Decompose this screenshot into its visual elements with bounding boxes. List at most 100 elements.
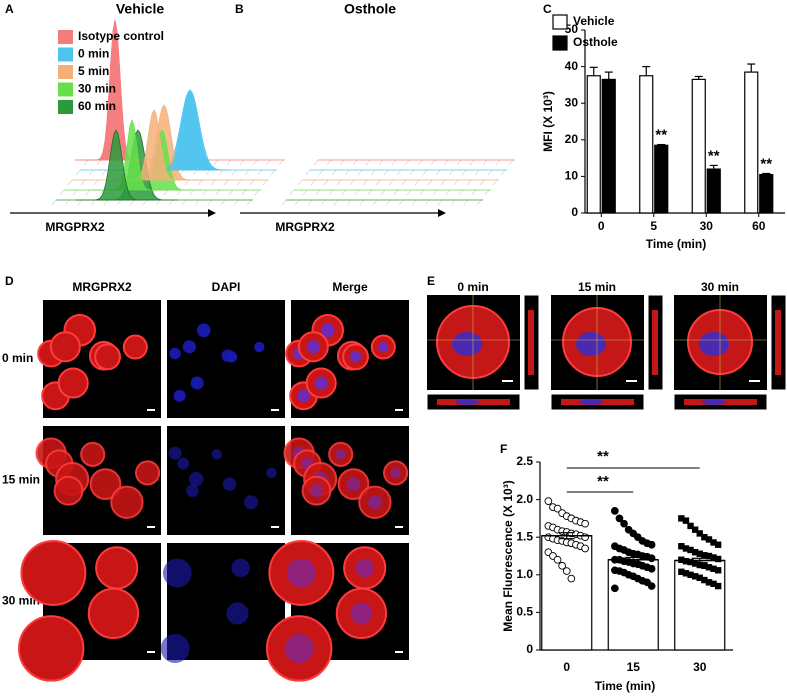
- baseline-tick: [155, 199, 161, 206]
- data-point: [696, 550, 703, 557]
- data-point: [647, 540, 656, 549]
- cell: [110, 485, 144, 519]
- column-header: 30 min: [701, 280, 739, 294]
- bar: [601, 78, 616, 214]
- histogram-peak: [75, 19, 155, 161]
- baseline-tick: [466, 179, 472, 186]
- row-label: 0 min: [2, 351, 33, 365]
- baseline-tick: [67, 179, 73, 186]
- bottom-nucleus: [702, 399, 726, 405]
- baseline-tick: [430, 159, 436, 166]
- baseline-tick: [72, 189, 78, 196]
- panel-letter: C: [543, 2, 552, 16]
- row-label: 15 min: [2, 473, 40, 487]
- baseline-tick: [249, 179, 255, 186]
- data-point: [567, 574, 576, 583]
- nucleus: [286, 558, 316, 588]
- data-point: [691, 560, 699, 567]
- baseline-tick: [385, 199, 391, 206]
- baseline-tick: [236, 179, 242, 186]
- significance: **: [597, 473, 609, 490]
- data-point: [581, 544, 590, 553]
- column-header: Merge: [332, 280, 368, 294]
- baseline-tick: [90, 199, 96, 206]
- baseline-tick: [469, 159, 475, 166]
- baseline-tick: [471, 189, 477, 196]
- histogram-peak: [76, 129, 156, 201]
- baseline-tick: [184, 179, 190, 186]
- baseline-tick: [357, 169, 363, 176]
- y-tick-label: 10: [565, 169, 579, 183]
- data-point: [678, 515, 685, 522]
- bar: [744, 71, 759, 214]
- y-tick-label: 0: [526, 642, 533, 656]
- baseline-tick: [278, 159, 284, 166]
- data-point: [647, 554, 656, 563]
- axis-arrow: [438, 209, 446, 217]
- legend-label: 60 min: [78, 99, 116, 113]
- panel-title: Osthole: [344, 1, 396, 17]
- data-point: [687, 546, 694, 554]
- baseline-tick: [411, 199, 417, 206]
- data-point: [553, 555, 562, 564]
- legend-swatch: [58, 100, 73, 114]
- cell: [95, 546, 139, 590]
- panel-title: Vehicle: [116, 1, 164, 17]
- data-point: [710, 539, 717, 546]
- data-point: [687, 558, 694, 566]
- baseline-tick: [450, 199, 456, 206]
- bar: [706, 168, 721, 214]
- data-point: [553, 504, 562, 513]
- x-axis-label: MRGPRX2: [275, 220, 335, 234]
- baseline-tick: [270, 169, 276, 176]
- nucleus: [182, 340, 196, 354]
- x-tick-label: 15: [627, 660, 641, 674]
- baseline-tick: [96, 159, 102, 166]
- data-point: [682, 517, 690, 524]
- data-point: [678, 556, 685, 563]
- panel-letter: D: [5, 274, 14, 288]
- nucleus: [188, 471, 204, 487]
- y-tick-label: 2.5: [516, 454, 533, 468]
- baseline-tick: [315, 189, 321, 196]
- baseline-tick: [246, 199, 252, 206]
- legend-label: Osthole: [573, 35, 618, 49]
- data-point: [714, 567, 722, 574]
- data-point: [714, 541, 722, 548]
- baseline-tick: [370, 169, 376, 176]
- data-point: [647, 582, 656, 590]
- nucleus: [335, 449, 346, 460]
- baseline-tick: [456, 159, 462, 166]
- nucleus: [576, 332, 606, 356]
- nucleus: [226, 602, 249, 625]
- significance: **: [708, 147, 720, 164]
- data-point: [562, 567, 571, 575]
- y-tick-label: 50: [565, 22, 579, 36]
- baseline-tick: [437, 199, 443, 206]
- baseline-tick: [409, 169, 415, 176]
- baseline-tick: [313, 159, 319, 166]
- baseline-tick: [362, 179, 368, 186]
- baseline-tick: [310, 179, 316, 186]
- data-point: [701, 576, 708, 584]
- nucleus: [367, 495, 382, 510]
- data-point: [696, 561, 703, 569]
- x-tick-label: 0: [563, 660, 570, 674]
- baseline-tick: [484, 189, 490, 196]
- baseline-tick: [244, 169, 250, 176]
- cell: [94, 343, 121, 371]
- legend-label: Isotype control: [78, 29, 164, 43]
- bar: [639, 75, 654, 214]
- baseline-tick: [378, 159, 384, 166]
- baseline-tick: [354, 189, 360, 196]
- baseline-tick: [417, 159, 423, 166]
- legend-label: Vehicle: [573, 14, 615, 28]
- baseline-tick: [51, 199, 57, 206]
- data-point: [678, 568, 685, 575]
- cell: [134, 460, 161, 486]
- side-signal: [652, 310, 658, 375]
- data-point: [544, 497, 553, 505]
- y-tick-label: 0: [571, 205, 578, 219]
- column-header: MRGPRX2: [72, 280, 132, 294]
